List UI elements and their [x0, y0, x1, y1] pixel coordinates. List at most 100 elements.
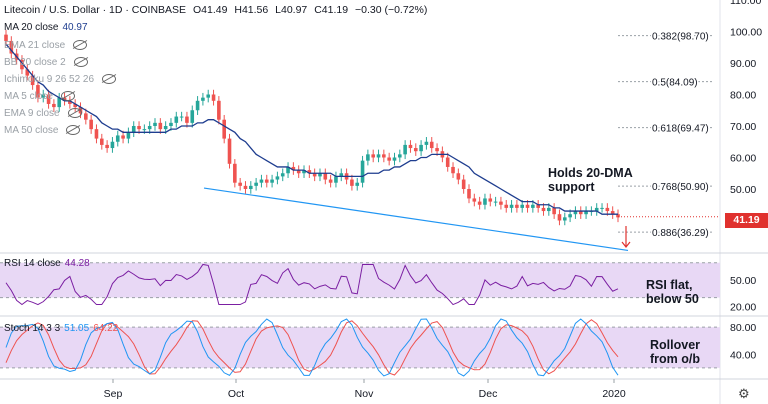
candle-body [73, 103, 77, 108]
candle-body [594, 207, 599, 212]
candle-body [398, 154, 402, 158]
candle-body [222, 119, 226, 139]
candle-body [121, 135, 125, 139]
rsi-line [5, 263, 619, 306]
candle-body [477, 201, 482, 205]
candle-body [445, 157, 450, 167]
candle-body [509, 204, 514, 208]
candle-body [472, 198, 477, 202]
gear-icon[interactable]: ⚙ [738, 386, 750, 401]
price-tick-label: 70.00 [730, 121, 756, 133]
dma-annotation: Holds 20-DMA support [548, 166, 633, 194]
candle-body [312, 173, 317, 177]
candle-body [243, 185, 248, 189]
price-tick-label: 50.00 [730, 184, 756, 196]
indicator-bb[interactable]: BB 20 close 2 [4, 57, 88, 68]
candle-body [339, 173, 344, 177]
candle-body [264, 179, 269, 183]
time-tick-label: Dec [479, 388, 498, 400]
candle-body [461, 179, 466, 189]
candle-body [493, 201, 498, 203]
stoch-label: Stoch 14 3 3 [4, 323, 61, 334]
candle-body [584, 211, 588, 215]
candle-body [536, 204, 540, 208]
indicator-ma50[interactable]: MA 50 close [4, 125, 81, 136]
indicator-label: Ichimoku 9 26 52 26 [4, 74, 95, 85]
stoch-legend[interactable]: Stoch 14 3 3 51.05 64.22 [4, 323, 118, 334]
hidden-eye-icon[interactable] [66, 125, 81, 136]
candle-body [328, 179, 333, 183]
indicator-ema9[interactable]: EMA 9 close [4, 108, 82, 119]
stoch-d-value: 64.22 [93, 323, 119, 334]
candle-body [233, 163, 237, 183]
candle-body [376, 154, 381, 158]
candle-body [605, 207, 610, 212]
fib-level-label: 0.618(69.47) [652, 124, 709, 135]
ma20-line [5, 43, 618, 215]
candle-body [616, 214, 620, 218]
candle-body [286, 166, 290, 174]
candle-body [573, 211, 578, 215]
stoch-tick-label: 40.00 [730, 349, 756, 361]
indicator-label: EMA 9 close [4, 108, 60, 119]
candle-body [413, 148, 418, 152]
hidden-eye-icon[interactable] [73, 57, 88, 68]
hidden-eye-icon[interactable] [102, 74, 117, 85]
rsi-label: RSI 14 close [4, 258, 61, 269]
candle-body [169, 122, 173, 126]
candle-body [99, 138, 104, 145]
candle-body [259, 179, 264, 183]
indicator-ma20[interactable]: MA 20 close 40.97 [4, 22, 88, 33]
candle-body [174, 116, 179, 123]
candle-body [142, 129, 147, 131]
stoch-k-value: 51.05 [64, 323, 90, 334]
close-value: C41.19 [314, 4, 349, 16]
change-value: −0.30 (−0.72%) [354, 4, 428, 16]
price-tick-label: 60.00 [730, 153, 756, 165]
indicator-ema21[interactable]: EMA 21 close [4, 40, 88, 51]
price-tick-label: 90.00 [730, 58, 756, 70]
indicator-label: EMA 21 close [4, 40, 66, 51]
hidden-eye-icon[interactable] [67, 108, 82, 119]
candle-body [366, 154, 370, 161]
rsi-annotation: RSI flat, below 50 [646, 278, 699, 306]
fib-level-label: 0.768(50.90) [652, 182, 709, 193]
indicator-ichimoku[interactable]: Ichimoku 9 26 52 26 [4, 74, 117, 85]
stoch-band [0, 327, 720, 368]
candle-body [568, 214, 572, 218]
candle-body [515, 204, 519, 208]
hidden-eye-icon[interactable] [73, 40, 88, 51]
candle-body [307, 170, 312, 174]
stoch-k-line [5, 318, 619, 377]
candle-body [578, 211, 583, 215]
hidden-eye-icon[interactable] [60, 91, 75, 102]
candle-body [531, 204, 535, 208]
candle-body [211, 94, 216, 101]
candle-body [126, 132, 131, 139]
candle-body [41, 94, 46, 98]
rsi-legend[interactable]: RSI 14 close 44.28 [4, 258, 90, 269]
candle-body [350, 179, 354, 186]
candle-body [499, 201, 503, 205]
candle-body [57, 97, 62, 108]
indicator-ma5[interactable]: MA 5 close [4, 91, 75, 102]
rsi-tick-label: 20.00 [730, 301, 756, 313]
candle-body [296, 170, 301, 174]
candle-body [275, 176, 280, 180]
candle-body [131, 126, 136, 133]
high-value: H41.56 [234, 4, 269, 16]
candle-body [20, 59, 24, 70]
candle-body [4, 34, 8, 41]
candle-body [115, 135, 120, 142]
candle-body [25, 69, 30, 76]
candle-body [52, 103, 56, 108]
time-tick-label: 2020 [602, 388, 626, 400]
candle-body [525, 204, 530, 208]
price-tick-label: 100.00 [730, 27, 762, 39]
candle-body [89, 119, 93, 130]
candle-body [334, 176, 338, 183]
candle-body [419, 144, 423, 152]
candle-body [270, 179, 274, 183]
candle-body [403, 144, 407, 155]
